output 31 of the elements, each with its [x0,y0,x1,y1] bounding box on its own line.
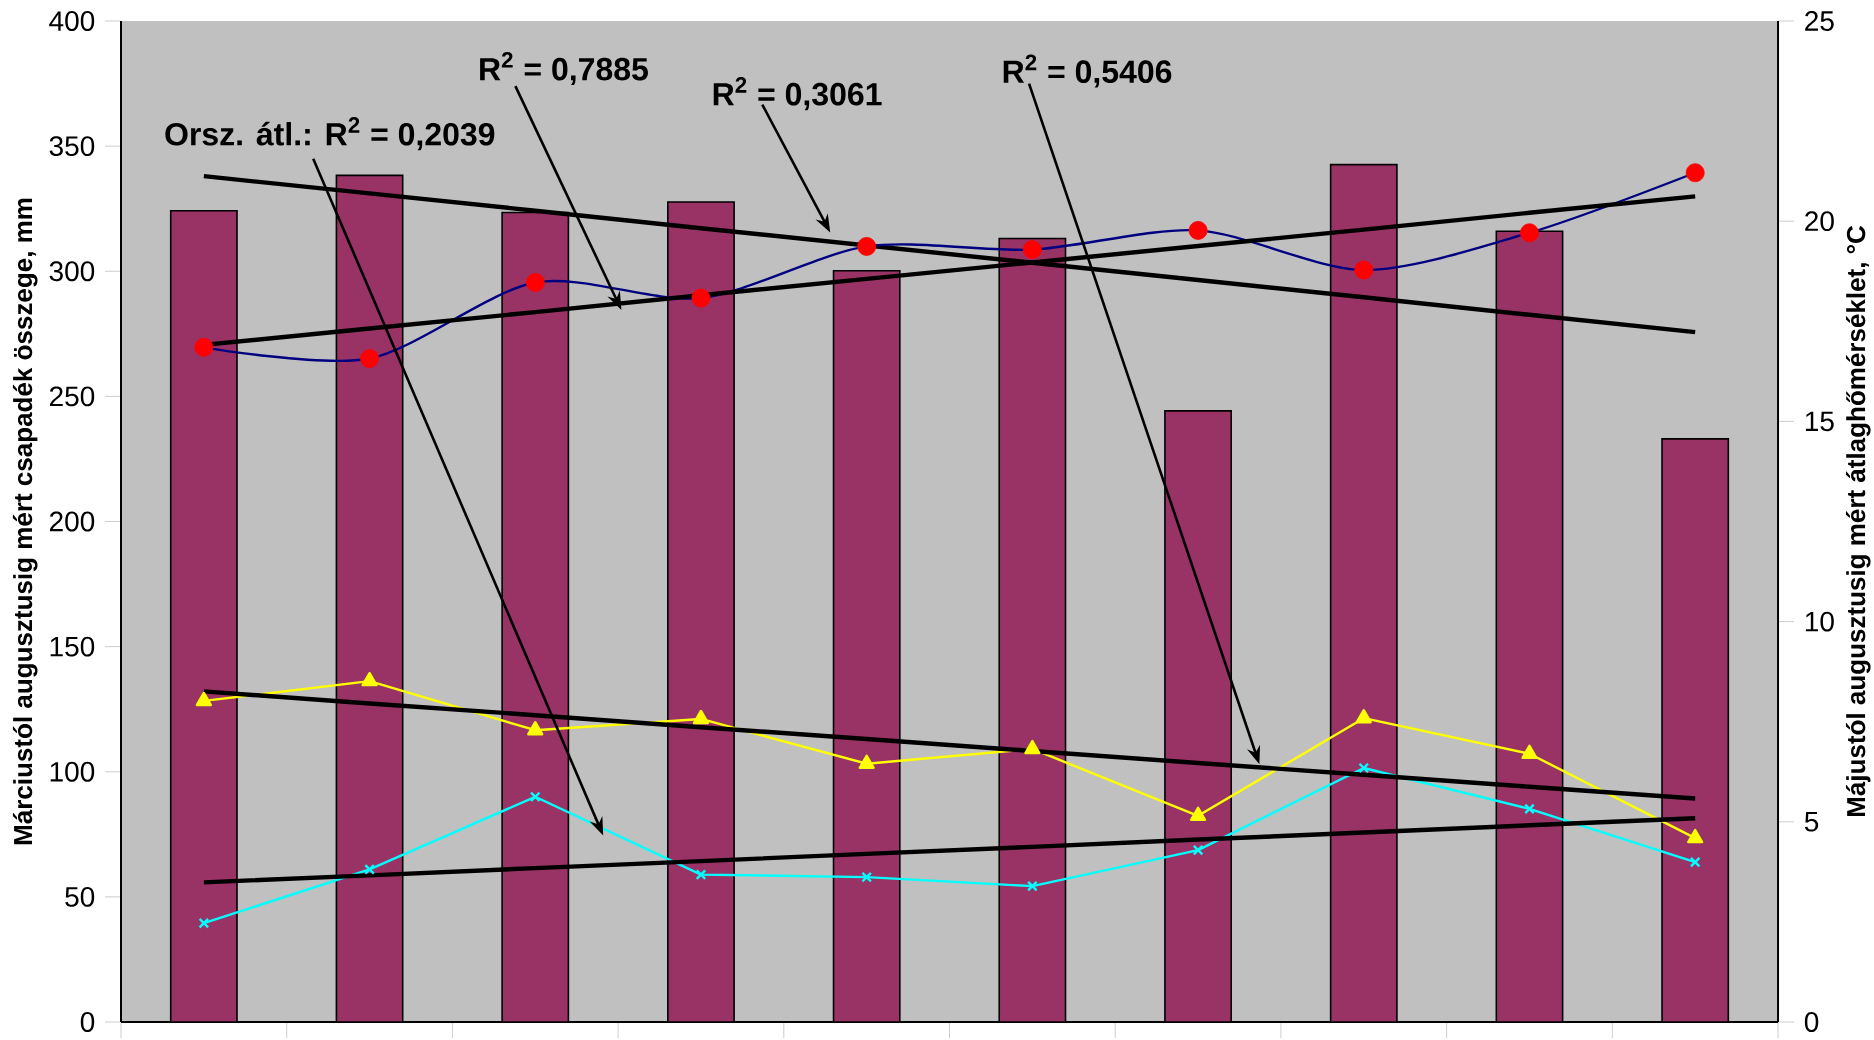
y-tick-label: 0 [80,1012,95,1032]
point [360,349,379,368]
point [1520,223,1539,243]
annotation: R$^{2}$ = 0,7885 [480,51,648,86]
y-tick-label: 200 [49,511,95,532]
y2-tick-label: 25 [1805,11,1834,31]
y-tick-label: 300 [49,261,95,282]
annotation: Orsz. átl.: R$^{2}$ = 0,2039 [165,117,495,151]
y-axis-title: Márciustól augusztusig mért csapadék összege, mm [12,198,38,845]
y-tick-label: 250 [49,386,95,407]
y-tick-label: 400 [49,11,95,31]
point [194,337,214,357]
annotation: R$^{2}$ = 0,3061 [713,77,882,111]
y2-axis-title: Májustól augusztusig mért átlaghőmérséklet, °C [1845,225,1871,817]
point [1188,221,1208,240]
point [691,288,711,308]
y2-tick-label: 15 [1805,411,1834,432]
y-tick-label: 150 [50,636,95,657]
y-tick-label: 350 [49,136,95,157]
point [857,237,877,256]
y2-tick-label: 20 [1805,211,1834,232]
y-tick-label: 100 [50,761,95,782]
point [1022,240,1042,260]
point [1354,260,1374,280]
annotation: R$^{2}$ = 0,5406 [1003,54,1172,88]
y2-tick-label: 0 [1804,1012,1819,1032]
y2-tick-label: 5 [1804,812,1819,832]
point [1685,163,1705,183]
point [525,273,545,292]
y-tick-label: 50 [65,886,95,907]
y2-tick-label: 10 [1805,611,1834,632]
